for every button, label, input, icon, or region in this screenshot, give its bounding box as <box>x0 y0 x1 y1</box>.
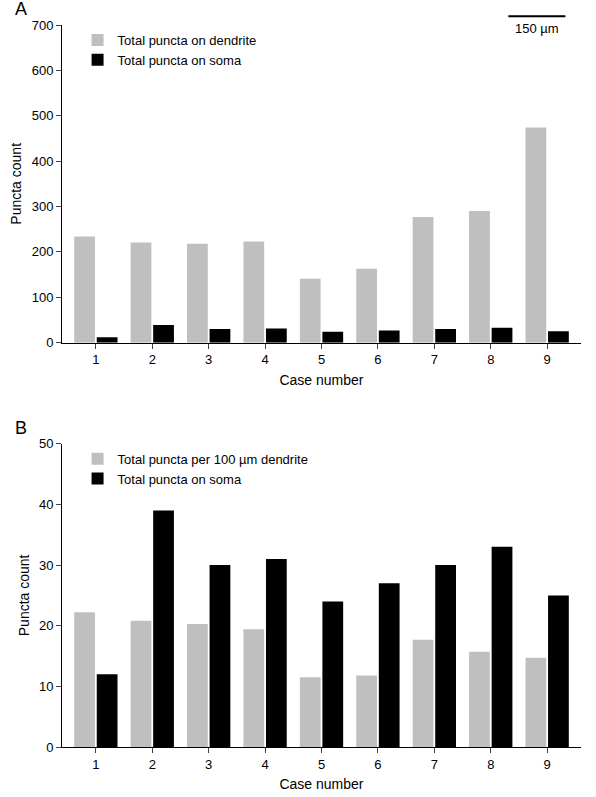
svg-text:Puncta count: Puncta count <box>16 554 32 636</box>
svg-text:20: 20 <box>39 618 53 633</box>
svg-text:4: 4 <box>261 352 268 367</box>
svg-text:0: 0 <box>46 335 53 350</box>
svg-text:Total puncta on dendrite: Total puncta on dendrite <box>118 33 257 48</box>
svg-text:500: 500 <box>32 108 54 123</box>
svg-text:6: 6 <box>374 757 381 772</box>
svg-text:5: 5 <box>318 757 325 772</box>
svg-text:100: 100 <box>32 290 54 305</box>
svg-text:4: 4 <box>261 757 268 772</box>
svg-text:40: 40 <box>39 497 53 512</box>
svg-text:30: 30 <box>39 558 53 573</box>
svg-text:150 µm: 150 µm <box>515 21 559 36</box>
svg-text:9: 9 <box>544 352 551 367</box>
svg-text:3: 3 <box>205 352 212 367</box>
svg-text:1: 1 <box>92 757 99 772</box>
svg-text:7: 7 <box>431 757 438 772</box>
svg-text:0: 0 <box>46 740 53 755</box>
svg-text:600: 600 <box>32 63 54 78</box>
svg-text:8: 8 <box>487 352 494 367</box>
svg-text:Total puncta on soma: Total puncta on soma <box>118 53 242 68</box>
svg-text:2: 2 <box>149 757 156 772</box>
svg-text:3: 3 <box>205 757 212 772</box>
svg-text:7: 7 <box>431 352 438 367</box>
svg-text:Total puncta per 100 µm dendri: Total puncta per 100 µm dendrite <box>118 452 308 467</box>
svg-text:300: 300 <box>32 199 54 214</box>
svg-text:5: 5 <box>318 352 325 367</box>
svg-text:Case number: Case number <box>279 776 363 792</box>
svg-text:6: 6 <box>374 352 381 367</box>
svg-text:700: 700 <box>32 18 54 33</box>
svg-text:200: 200 <box>32 244 54 259</box>
svg-text:Case number: Case number <box>279 372 363 388</box>
svg-text:50: 50 <box>39 436 53 451</box>
svg-text:B: B <box>15 418 27 438</box>
svg-text:2: 2 <box>149 352 156 367</box>
svg-text:400: 400 <box>32 154 54 169</box>
svg-text:9: 9 <box>544 757 551 772</box>
svg-text:A: A <box>15 0 27 19</box>
svg-text:Total puncta on soma: Total puncta on soma <box>118 472 242 487</box>
svg-text:1: 1 <box>92 352 99 367</box>
svg-text:Puncta count: Puncta count <box>8 143 24 225</box>
svg-text:8: 8 <box>487 757 494 772</box>
svg-text:10: 10 <box>39 679 53 694</box>
